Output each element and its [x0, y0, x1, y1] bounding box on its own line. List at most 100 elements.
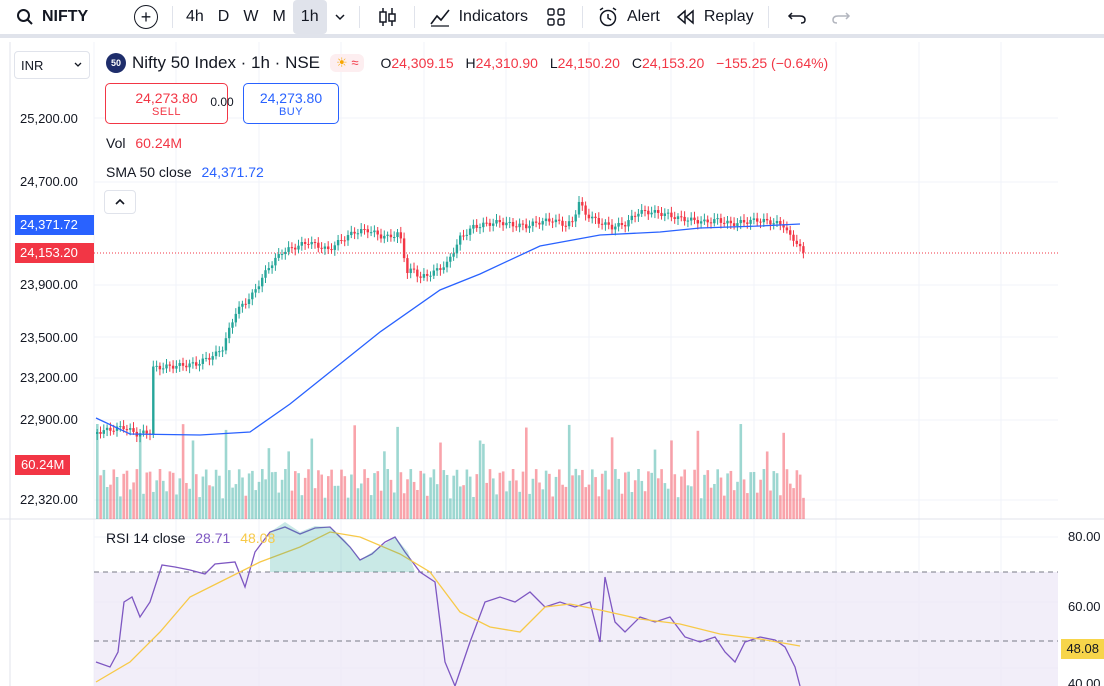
- market-status-badge[interactable]: ☀ ≈: [330, 54, 365, 72]
- volume-tag: 60.24M: [15, 455, 71, 475]
- chevron-down-icon: [335, 14, 345, 21]
- timeframe-4h[interactable]: 4h: [186, 8, 204, 25]
- candle-body: [99, 432, 102, 434]
- candle-body: [313, 242, 317, 244]
- vol-label: Vol: [106, 135, 126, 151]
- volume-bar: [752, 471, 756, 519]
- candle-body: [666, 212, 670, 214]
- buy-price: 24,273.80: [259, 89, 323, 106]
- volume-bar: [129, 489, 132, 519]
- timeframe-1h[interactable]: 1h: [292, 0, 327, 34]
- volume-bar: [280, 479, 284, 519]
- indicators-button[interactable]: Indicators: [421, 0, 536, 34]
- rsi-legend[interactable]: RSI 14 close 28.71 48.08: [106, 530, 275, 546]
- volume-bar: [567, 424, 571, 519]
- currency-select[interactable]: INR: [14, 51, 90, 79]
- timeframe-w[interactable]: W: [243, 8, 259, 25]
- volume-bar: [765, 451, 769, 519]
- candles-icon: [378, 8, 396, 26]
- buy-button[interactable]: 24,273.80 BUY: [243, 83, 339, 124]
- candle-body: [759, 221, 762, 223]
- candle-body: [713, 219, 716, 224]
- candle-body: [505, 222, 508, 226]
- volume-bar: [369, 495, 373, 519]
- candle-body: [284, 251, 287, 255]
- candle-body: [802, 246, 805, 253]
- candle-body: [630, 215, 633, 221]
- volume-bar: [168, 471, 172, 519]
- candle-body: [452, 253, 455, 257]
- redo-button[interactable]: [819, 0, 863, 34]
- timeframe-d[interactable]: D: [217, 8, 230, 25]
- volume-bar: [455, 469, 459, 519]
- candle-body: [779, 221, 782, 225]
- volume-bar: [703, 474, 706, 519]
- layouts-button[interactable]: [536, 0, 576, 34]
- volume-bar: [597, 496, 601, 519]
- timeframe-m[interactable]: M: [272, 8, 286, 25]
- volume-legend[interactable]: Vol 60.24M: [106, 135, 182, 151]
- volume-bar: [756, 492, 759, 519]
- sma-legend[interactable]: SMA 50 close 24,371.72: [106, 164, 264, 180]
- candle-body: [426, 274, 429, 276]
- candle-body: [775, 221, 779, 224]
- candle-body: [402, 238, 406, 259]
- volume-bar: [310, 438, 314, 519]
- candle-body: [501, 222, 505, 226]
- volume-bar: [749, 472, 752, 519]
- volume-bar: [115, 477, 119, 519]
- candle-body: [567, 221, 571, 227]
- instrument-title[interactable]: Nifty 50 Index · 1h · NSE: [132, 53, 321, 72]
- candle-body: [792, 234, 795, 241]
- volume-bar: [515, 480, 518, 519]
- candle-body: [610, 224, 614, 230]
- candle-body: [620, 223, 624, 226]
- candle-body: [587, 214, 591, 219]
- compare-add-button[interactable]: +: [134, 5, 158, 29]
- timeframe-dropdown[interactable]: [327, 0, 353, 34]
- candle-body: [455, 244, 459, 254]
- volume-bar: [241, 477, 244, 519]
- close-value: 24,153.20: [641, 55, 705, 71]
- sell-button[interactable]: 24,273.80 SELL: [105, 83, 228, 124]
- volume-bar: [221, 498, 224, 519]
- chart-type-button[interactable]: [366, 0, 408, 34]
- candle-body: [393, 237, 396, 239]
- candle-body: [462, 235, 465, 237]
- volume-bar: [501, 471, 505, 519]
- low-label: L: [549, 55, 558, 71]
- candle-body: [379, 234, 383, 239]
- volume-bar: [284, 469, 287, 519]
- chart-pane[interactable]: INR 50 Nifty 50 Index · 1h · NSE ☀ ≈ O24…: [0, 42, 1104, 686]
- candle-body: [132, 428, 135, 432]
- replay-button[interactable]: Replay: [668, 0, 762, 34]
- volume-bar: [435, 484, 439, 519]
- volume-bar: [541, 489, 545, 519]
- last-price-tag: 24,153.20: [15, 243, 94, 263]
- volume-bar: [138, 433, 142, 519]
- rsi-overbought-fill: [270, 522, 415, 572]
- volume-bar: [521, 471, 525, 519]
- candle-body: [237, 306, 241, 314]
- undo-button[interactable]: [775, 0, 819, 34]
- volume-bar: [204, 469, 208, 519]
- volume-bar: [488, 469, 492, 519]
- candle-body: [657, 210, 660, 213]
- candle-body: [746, 222, 749, 224]
- volume-bar: [267, 448, 271, 519]
- ohlc-values: O24,309.15 H24,310.90 L24,150.20 C24,153…: [380, 55, 836, 71]
- candle-body: [511, 221, 515, 227]
- alert-button[interactable]: Alert: [589, 0, 668, 34]
- volume-bar: [571, 475, 574, 519]
- symbol-search[interactable]: NIFTY: [0, 0, 118, 34]
- collapse-legend-button[interactable]: [104, 190, 136, 214]
- candle-body: [343, 240, 346, 242]
- volume-bar: [475, 474, 479, 519]
- volume-bar: [673, 474, 677, 519]
- volume-bar: [607, 489, 611, 519]
- candle-body: [742, 220, 746, 223]
- candle-body: [373, 230, 376, 233]
- chart-canvas[interactable]: [0, 42, 1104, 686]
- volume-bar: [647, 471, 650, 519]
- volume-bar: [525, 427, 528, 519]
